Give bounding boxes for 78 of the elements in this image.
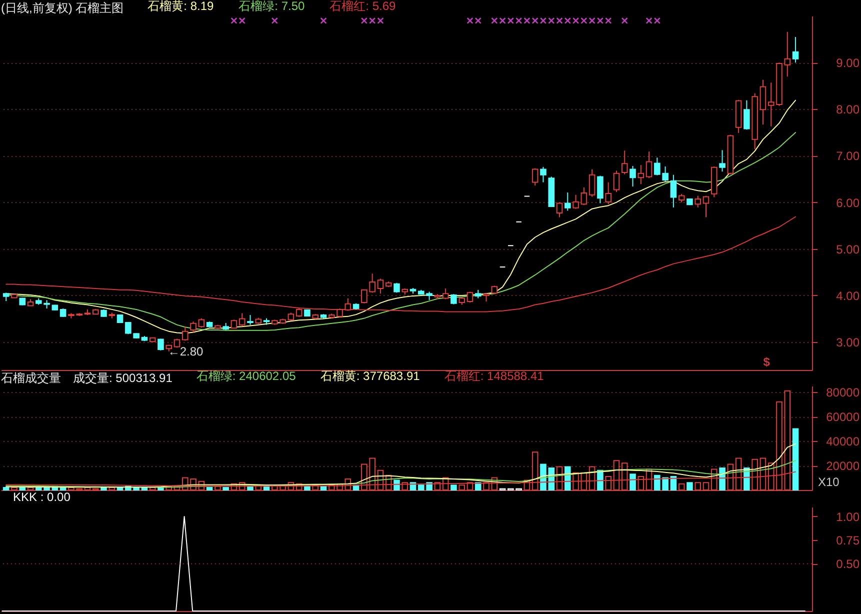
- text: KKK : 0.00: [13, 490, 71, 504]
- bar: [630, 474, 636, 490]
- candlestick: [621, 150, 628, 175]
- text: 石榴红: 5.69: [330, 0, 396, 13]
- candlestick: [580, 186, 588, 206]
- candlestick: [564, 192, 571, 212]
- bar: [678, 483, 685, 490]
- candlestick: [605, 182, 612, 205]
- y-tick-label: 0.50: [836, 557, 860, 572]
- bar: [394, 480, 400, 490]
- candlestick: [588, 168, 596, 198]
- candlestick: [532, 168, 538, 186]
- text: 石榴绿: 7.50: [238, 0, 306, 13]
- candlestick: [670, 174, 677, 208]
- text: 石榴黄: 8.19: [148, 0, 214, 13]
- bar: [100, 487, 107, 490]
- bar: [206, 487, 213, 490]
- candlestick: [597, 175, 604, 204]
- candlestick: [556, 202, 563, 218]
- text: 石榴绿: 240602.05: [196, 369, 296, 383]
- chart-title: 石榴成交量: [1, 371, 61, 385]
- y-tick-label: 3.00: [836, 336, 860, 350]
- annotation: ←2.80: [168, 344, 204, 358]
- bar: [450, 484, 457, 490]
- text: 成交量: 500313.91: [73, 371, 173, 385]
- bar: [670, 476, 677, 490]
- candlestick: [613, 170, 620, 193]
- bar: [686, 482, 693, 490]
- line-series: [6, 443, 796, 488]
- candlestick: [630, 165, 636, 187]
- candlestick: [646, 151, 652, 179]
- text: X10: [818, 475, 840, 489]
- candlestick: [182, 326, 188, 342]
- bar: [19, 487, 26, 490]
- bar: [11, 487, 18, 490]
- annotation: $: [763, 355, 770, 369]
- y-tick-label: 20000: [826, 459, 860, 474]
- y-tick-label: 5.00: [836, 242, 860, 256]
- y-tick-label: 8.00: [836, 102, 860, 117]
- bar: [702, 482, 710, 490]
- chart-title: (日线,前复权) 石榴主图: [1, 1, 124, 15]
- bar: [222, 487, 229, 490]
- y-tick-label: 80000: [826, 386, 860, 400]
- bar: [564, 466, 571, 490]
- y-tick-label: 6.00: [836, 196, 860, 210]
- candlestick: [540, 166, 546, 183]
- bar: [304, 486, 310, 490]
- y-tick-label: 40000: [826, 434, 860, 449]
- candlestick: [702, 195, 710, 218]
- y-tick-label: 9.00: [836, 56, 860, 70]
- y-tick-label: 7.00: [836, 149, 860, 164]
- bar: [247, 486, 254, 490]
- candlestick: [247, 314, 254, 326]
- candlestick: [466, 291, 474, 303]
- text: 石榴红: 148588.41: [444, 369, 544, 383]
- candlestick: [792, 36, 799, 64]
- candlestick: [638, 164, 644, 185]
- bar: [792, 428, 799, 490]
- candlestick: [744, 100, 750, 130]
- text: 石榴黄: 377683.91: [320, 369, 420, 383]
- candlestick: [719, 150, 726, 172]
- candlestick: [198, 318, 205, 328]
- bar: [2, 487, 10, 490]
- candlestick: [768, 82, 774, 127]
- y-tick-label: 60000: [826, 410, 860, 424]
- candlestick: [694, 195, 702, 208]
- candlestick: [394, 282, 400, 294]
- candlestick: [572, 194, 579, 210]
- y-tick-label: 1.00: [836, 510, 860, 524]
- candlestick: [190, 321, 196, 333]
- y-tick-label: 4.00: [836, 288, 860, 303]
- bar: [694, 482, 702, 490]
- candlestick: [377, 278, 384, 294]
- candlestick: [760, 79, 766, 126]
- candlestick: [238, 312, 246, 327]
- y-tick-label: 0.75: [836, 534, 860, 548]
- candlestick: [450, 294, 457, 305]
- bar: [108, 487, 116, 490]
